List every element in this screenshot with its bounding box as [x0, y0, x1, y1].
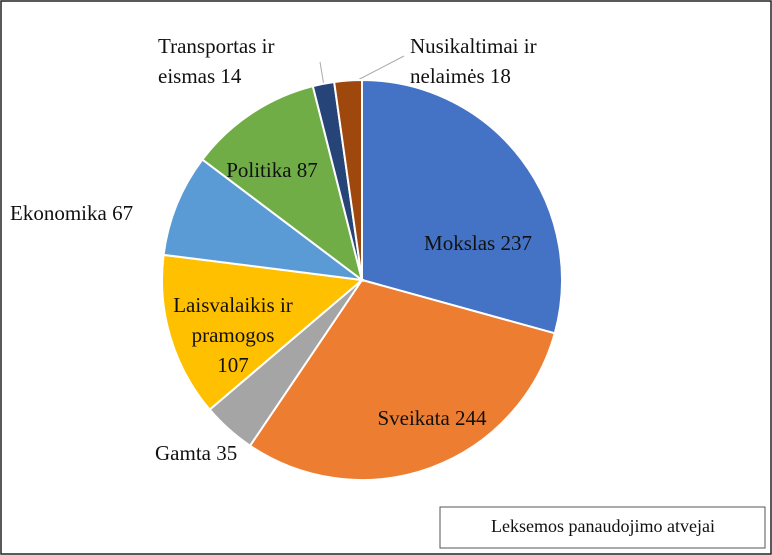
legend-entry: Leksemos panaudojimo atvejai — [491, 516, 715, 536]
pie-slice — [333, 78, 363, 281]
leader-line — [319, 61, 325, 87]
data-label: Politika 87 — [226, 158, 318, 182]
data-label: Gamta 35 — [155, 441, 237, 465]
data-label: Nusikaltimai ir nelaimės 18 — [410, 34, 537, 88]
pie-slice — [361, 78, 563, 335]
pie-slice — [248, 278, 556, 481]
data-label: Ekonomika 67 — [10, 201, 133, 225]
data-label: Sveikata 244 — [377, 406, 487, 430]
data-label: Mokslas 237 — [424, 231, 532, 255]
legend-box — [439, 506, 766, 549]
data-label: Transportas ir eismas 14 — [158, 34, 274, 88]
pie-slice — [162, 158, 366, 282]
pie-slice — [200, 84, 364, 283]
data-label: Laisvalaikis ir pramogos 107 — [173, 293, 293, 377]
pie-slice — [161, 253, 365, 411]
